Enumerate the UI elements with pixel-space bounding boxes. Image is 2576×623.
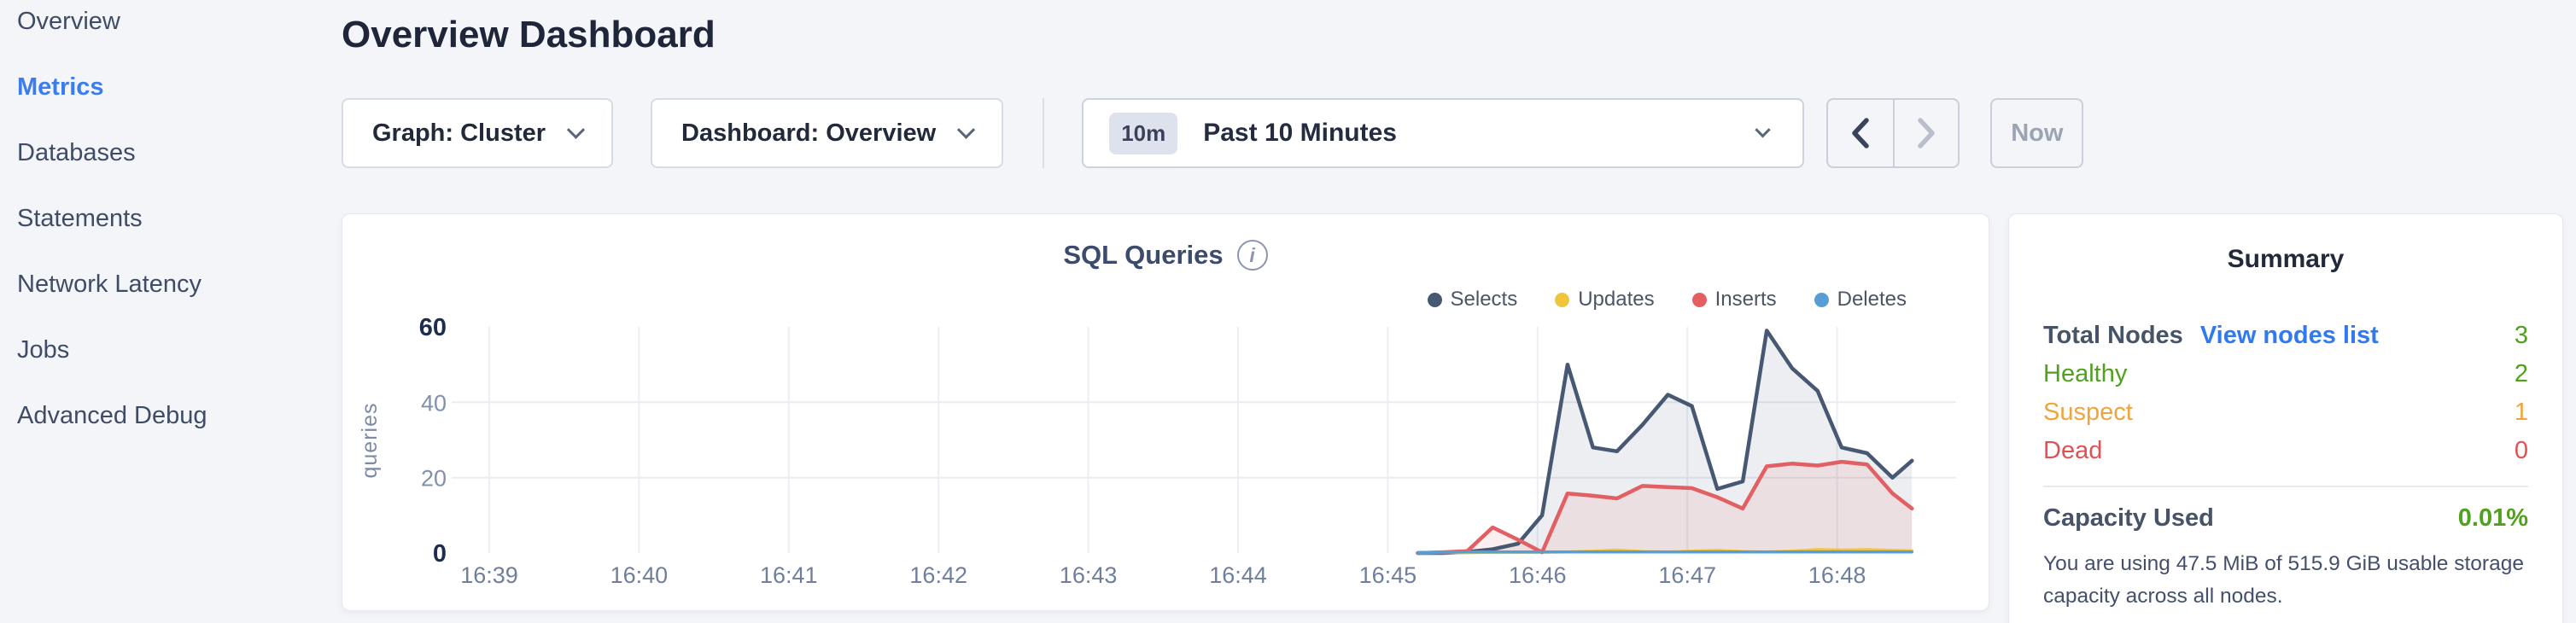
capacity-used-value: 0.01% (2457, 504, 2528, 532)
suspect-nodes-row: Suspect 1 (2043, 393, 2528, 432)
page-title: Overview Dashboard (342, 14, 716, 55)
legend-dot-selects (1427, 292, 1442, 307)
chevron-down-icon (957, 120, 976, 139)
summary-title: Summary (2227, 245, 2345, 273)
svg-text:16:42: 16:42 (909, 562, 967, 588)
legend-item-selects[interactable]: Selects (1427, 288, 1518, 312)
dashboard-dropdown[interactable]: Dashboard: Overview (651, 98, 1004, 168)
time-window-label: Past 10 Minutes (1203, 119, 1397, 147)
sidebar-item-jobs[interactable]: Jobs (17, 336, 70, 364)
svg-text:40: 40 (421, 390, 447, 416)
view-nodes-list-link[interactable]: View nodes list (2199, 322, 2379, 349)
suspect-value: 1 (2514, 399, 2528, 426)
chart-title: SQL Queries (1063, 240, 1224, 270)
svg-text:20: 20 (421, 466, 447, 492)
time-window-dropdown[interactable]: 10m Past 10 Minutes (1082, 98, 1805, 168)
total-nodes-row: Total Nodes View nodes list 3 (2043, 317, 2528, 355)
info-icon[interactable]: i (1236, 240, 1268, 271)
summary-rows: Total Nodes View nodes list 3 Healthy 2 … (2043, 317, 2528, 470)
chart-legend: Selects Updates Inserts Deletes (1427, 288, 1907, 312)
svg-text:16:43: 16:43 (1060, 562, 1118, 588)
svg-text:queries: queries (358, 403, 382, 479)
svg-text:16:45: 16:45 (1359, 562, 1417, 588)
sidebar-item-advanced-debug[interactable]: Advanced Debug (17, 402, 207, 429)
sql-queries-chart: 16:39 16:40 16:41 16:42 16:43 16:44 16:45 16:46… (342, 214, 1989, 610)
chart-title-row: SQL Queries i (342, 240, 1989, 271)
previous-time-button[interactable] (1828, 100, 1893, 166)
graph-dropdown[interactable]: Graph: Cluster (342, 98, 614, 168)
legend-label: Selects (1450, 288, 1518, 311)
svg-text:16:48: 16:48 (1808, 562, 1866, 588)
vertical-divider (1043, 98, 1045, 168)
legend-item-updates[interactable]: Updates (1555, 288, 1655, 312)
legend-label: Updates (1578, 288, 1655, 311)
healthy-label: Healthy (2043, 360, 2128, 387)
chevron-down-icon (1755, 121, 1771, 137)
capacity-row: Capacity Used 0.01% (2043, 499, 2528, 538)
dashboard-dropdown-label: Dashboard: Overview (681, 119, 937, 147)
sidebar: Overview Metrics Databases Statements Ne… (0, 0, 335, 449)
legend-dot-deletes (1814, 292, 1829, 307)
legend-item-inserts[interactable]: Inserts (1691, 288, 1777, 312)
sql-queries-chart-card: SQL Queries i Selects Updates Inserts Delet… (342, 213, 1989, 611)
controls-bar: Graph: Cluster Dashboard: Overview 10m P… (342, 98, 2084, 168)
dead-label: Dead (2043, 437, 2103, 464)
svg-text:0: 0 (433, 540, 447, 568)
time-step-button-group (1826, 98, 1960, 168)
total-nodes-value: 3 (2514, 322, 2528, 349)
graph-dropdown-label: Graph: Cluster (372, 119, 546, 147)
time-window-badge: 10m (1109, 112, 1178, 154)
now-button[interactable]: Now (1990, 98, 2084, 168)
summary-divider (2043, 486, 2528, 487)
legend-label: Inserts (1714, 288, 1777, 311)
svg-text:16:40: 16:40 (610, 562, 669, 588)
sidebar-item-metrics[interactable]: Metrics (17, 73, 104, 101)
dead-value: 0 (2514, 437, 2528, 464)
next-time-button[interactable] (1893, 100, 1958, 166)
total-nodes-label: Total Nodes (2043, 322, 2183, 349)
capacity-description: You are using 47.5 MiB of 515.9 GiB usab… (2043, 552, 2524, 608)
svg-text:60: 60 (419, 314, 447, 341)
svg-text:16:47: 16:47 (1658, 562, 1716, 588)
svg-text:16:39: 16:39 (460, 562, 518, 588)
healthy-nodes-row: Healthy 2 (2043, 355, 2528, 393)
suspect-label: Suspect (2043, 399, 2133, 426)
healthy-value: 2 (2514, 360, 2528, 387)
legend-label: Deletes (1837, 288, 1907, 311)
dead-nodes-row: Dead 0 (2043, 432, 2528, 470)
sidebar-item-statements[interactable]: Statements (17, 205, 143, 232)
capacity-used-label: Capacity Used (2043, 504, 2214, 532)
summary-panel: Summary Total Nodes View nodes list 3 He… (2008, 213, 2563, 623)
chevron-left-icon (1852, 118, 1869, 148)
svg-text:16:41: 16:41 (760, 562, 818, 588)
chevron-down-icon (566, 120, 586, 139)
sidebar-item-databases[interactable]: Databases (17, 139, 136, 166)
sidebar-item-overview[interactable]: Overview (17, 8, 120, 35)
svg-text:16:46: 16:46 (1509, 562, 1567, 588)
svg-text:16:44: 16:44 (1209, 562, 1267, 588)
sidebar-item-network-latency[interactable]: Network Latency (17, 271, 202, 298)
chevron-right-icon (1918, 118, 1935, 148)
legend-item-deletes[interactable]: Deletes (1814, 288, 1907, 312)
legend-dot-updates (1555, 292, 1570, 307)
legend-dot-inserts (1691, 292, 1707, 307)
